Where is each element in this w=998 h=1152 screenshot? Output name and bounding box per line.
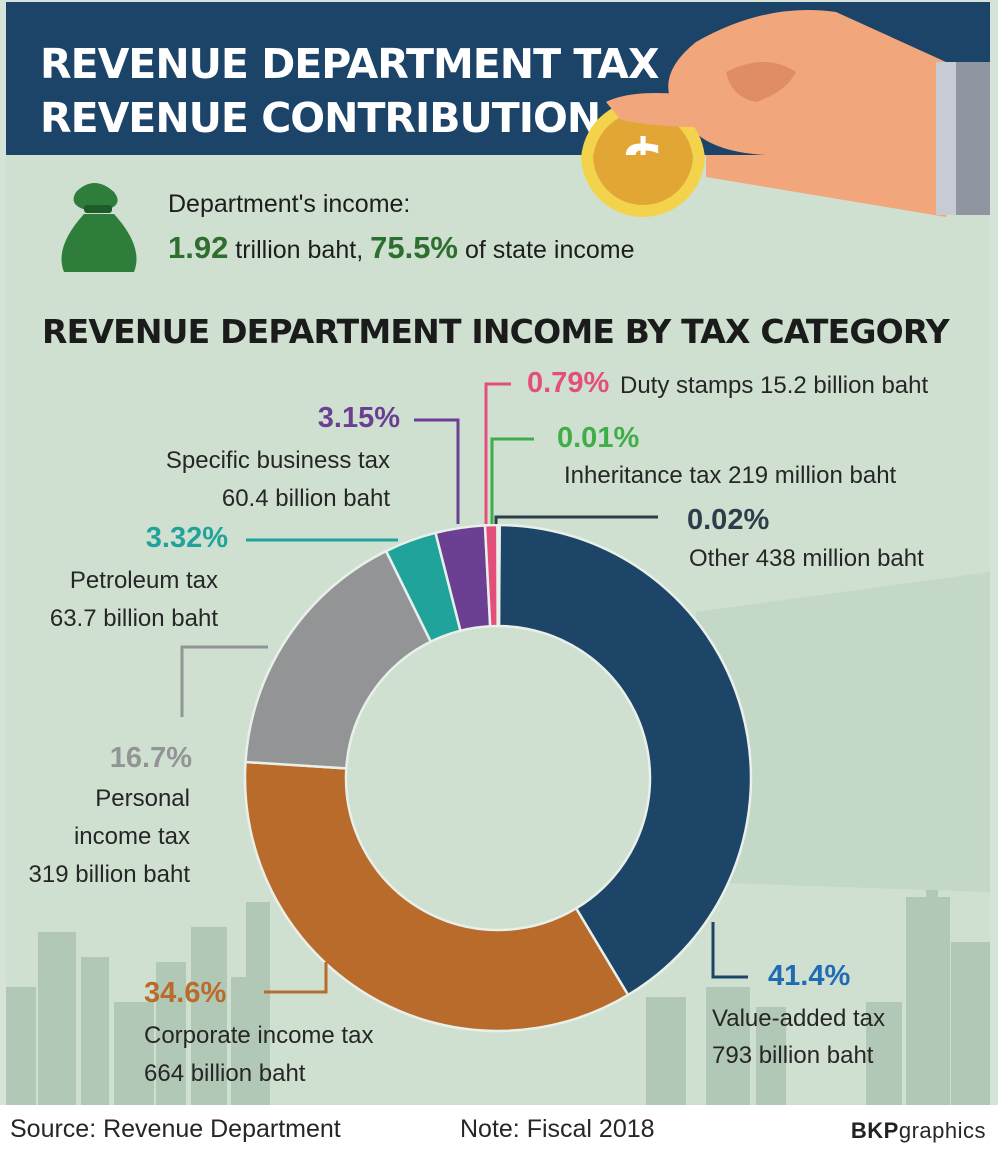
inh-text: Inheritance tax 219 million baht	[564, 462, 897, 489]
income-summary: 1.92 trillion baht, 75.5% of state incom…	[168, 230, 634, 266]
leader-line-duty	[484, 382, 511, 524]
brand-logo: BKPgraphics	[851, 1118, 986, 1144]
vat-percent: 41.4%	[768, 960, 851, 992]
title-line-2: REVENUE CONTRIBUTION	[40, 94, 601, 142]
coin-overflow	[581, 155, 990, 217]
leader-line-oth	[494, 515, 658, 524]
leader-line-vat	[711, 922, 748, 979]
pit-percent: 16.7%	[109, 742, 192, 774]
svg-text:$: $	[621, 127, 666, 155]
chart-title: REVENUE DEPARTMENT INCOME BY TAX CATEGOR…	[42, 312, 950, 351]
income-amount: 1.92	[168, 230, 229, 265]
income-share: 75.5%	[370, 230, 458, 265]
leader-lines	[180, 382, 748, 994]
pet-amount: 63.7 billion baht	[49, 605, 218, 632]
city-skyline-icon	[6, 880, 990, 1105]
other-text: Other 438 million baht	[689, 545, 924, 572]
duty-text: Duty stamps 15.2 billion baht	[620, 372, 929, 399]
header-banner: REVENUE DEPARTMENT TAX REVENUE CONTRIBUT…	[6, 2, 990, 155]
infographic-frame: REVENUE DEPARTMENT TAX REVENUE CONTRIBUT…	[6, 2, 990, 1105]
cit-amount: 664 billion baht	[144, 1060, 306, 1087]
cit-name: Corporate income tax	[144, 1022, 374, 1049]
light-beam	[696, 572, 990, 892]
donut-slice-value-added-tax	[496, 523, 753, 997]
pit-name-line1: Personal	[95, 785, 190, 812]
vat-amount: 793 billion baht	[712, 1042, 874, 1069]
leader-line-cit	[264, 962, 328, 994]
donut-chart	[243, 523, 753, 1033]
leader-line-pit	[180, 645, 268, 717]
sbt-percent: 3.15%	[317, 402, 400, 434]
other-percent: 0.02%	[687, 504, 770, 536]
donut-slice-corporate-income-tax	[243, 760, 630, 1033]
vat-name: Value-added tax	[712, 1005, 886, 1032]
source-text: Source: Revenue Department	[10, 1115, 341, 1143]
donut-slice-personal-income-tax	[244, 549, 433, 770]
title-line-1: REVENUE DEPARTMENT TAX	[40, 40, 659, 88]
footer: Source: Revenue Department Note: Fiscal …	[0, 1105, 998, 1152]
chart-canvas	[6, 183, 990, 1105]
brand-rest: graphics	[898, 1118, 986, 1143]
note-text: Note: Fiscal 2018	[460, 1115, 655, 1143]
income-amount-unit: trillion baht,	[228, 236, 371, 264]
pit-name-line2: income tax	[73, 823, 190, 850]
income-share-suffix: of state income	[458, 236, 635, 264]
hand-with-coin-icon: $	[581, 10, 990, 155]
money-bag-icon	[61, 183, 137, 272]
pet-percent: 3.32%	[145, 522, 228, 554]
leader-line-inh	[490, 437, 534, 524]
pit-amount: 319 billion baht	[28, 861, 190, 888]
income-label: Department's income:	[168, 190, 411, 218]
duty-percent: 0.79%	[527, 367, 610, 399]
sbt-amount: 60.4 billion baht	[221, 485, 390, 512]
donut-slice-other	[496, 523, 501, 628]
cit-percent: 34.6%	[144, 977, 227, 1009]
inh-percent: 0.01%	[557, 422, 640, 454]
brand-bold: BKP	[850, 1118, 899, 1143]
sbt-name: Specific business tax	[165, 447, 390, 474]
leader-line-sbt	[414, 418, 460, 524]
pet-name: Petroleum tax	[69, 567, 218, 594]
